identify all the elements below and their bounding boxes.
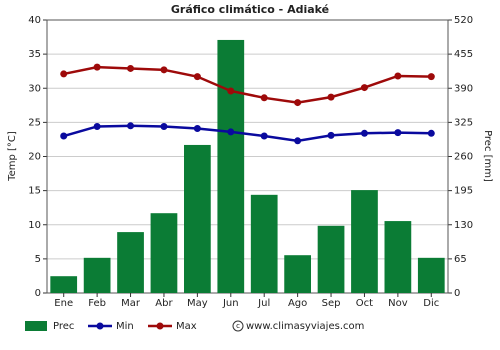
legend-label: Max [176, 321, 197, 332]
bar [117, 232, 144, 293]
legend-marker [156, 322, 164, 330]
y2-tick-label: 130 [454, 220, 473, 231]
point [60, 70, 68, 78]
bar [417, 257, 445, 293]
y2-tick-label: 0 [454, 288, 460, 299]
x-tick-label: Jul [257, 298, 270, 309]
y-axis-label: Temp [°C] [7, 131, 18, 182]
x-tick-label: Ene [54, 298, 73, 309]
bar [184, 144, 211, 293]
point [427, 73, 435, 81]
plot-frame [46, 19, 449, 294]
bar [317, 225, 345, 293]
point [260, 132, 268, 140]
y-tick-label: 20 [28, 152, 41, 163]
point [427, 129, 435, 137]
bar [351, 190, 378, 293]
x-tick-label: Sep [322, 298, 341, 309]
point [93, 122, 101, 130]
copyright-c: c [236, 322, 240, 330]
point [327, 131, 335, 139]
y2-tick-label: 520 [454, 15, 473, 26]
bar [384, 221, 412, 293]
point [360, 129, 368, 137]
y-tick-label: 0 [35, 288, 41, 299]
x-tick-label: Feb [88, 298, 106, 309]
point [127, 122, 135, 130]
chart-title: Gráfico climático - Adiaké [171, 3, 329, 16]
x-tick-label: Oct [356, 298, 373, 309]
legend-swatch [25, 321, 47, 331]
point [193, 73, 201, 81]
bar [217, 39, 245, 294]
x-tick-label: Jun [222, 298, 239, 309]
y2-tick-label: 65 [454, 254, 467, 265]
bar [83, 257, 111, 293]
legend-marker [96, 322, 104, 330]
y-tick-label: 15 [28, 186, 41, 197]
y2-tick-label: 390 [454, 83, 473, 94]
point [294, 99, 302, 107]
bar [284, 255, 311, 293]
y-tick-label: 5 [35, 254, 41, 265]
y2-tick-label: 195 [454, 186, 473, 197]
y2-tick-label: 260 [454, 152, 473, 163]
line [63, 124, 432, 143]
x-tick-label: Ago [288, 298, 307, 309]
point [394, 72, 402, 80]
line [63, 65, 432, 104]
point [360, 84, 368, 92]
point [394, 129, 402, 137]
y-tick-label: 40 [28, 15, 41, 26]
bar [150, 213, 178, 293]
x-tick-label: Nov [388, 298, 408, 309]
copyright-icon [232, 320, 244, 332]
point [227, 87, 235, 95]
point [93, 63, 101, 71]
point [160, 122, 168, 130]
x-tick-label: Abr [155, 298, 173, 309]
y-tick-label: 25 [28, 117, 41, 128]
bar [250, 194, 278, 293]
y2-axis-label: Prec [mm] [482, 130, 493, 182]
y-tick-label: 10 [28, 220, 41, 231]
point [60, 132, 68, 140]
point [160, 66, 168, 74]
x-tick-label: Mar [121, 298, 141, 309]
y-tick-label: 30 [28, 83, 41, 94]
point [260, 94, 268, 102]
point [193, 125, 201, 133]
x-tick-label: Dic [423, 298, 439, 309]
point [127, 64, 135, 72]
credit: www.climasyviajes.com [246, 321, 364, 332]
bar [50, 276, 78, 293]
y2-tick-label: 325 [454, 117, 473, 128]
point [227, 128, 235, 136]
point [294, 137, 302, 145]
x-tick-label: May [187, 298, 208, 309]
legend-label: Prec [53, 321, 74, 332]
y2-tick-label: 455 [454, 49, 473, 60]
legend-label: Min [116, 321, 134, 332]
point [327, 93, 335, 101]
y-tick-label: 35 [28, 49, 41, 60]
